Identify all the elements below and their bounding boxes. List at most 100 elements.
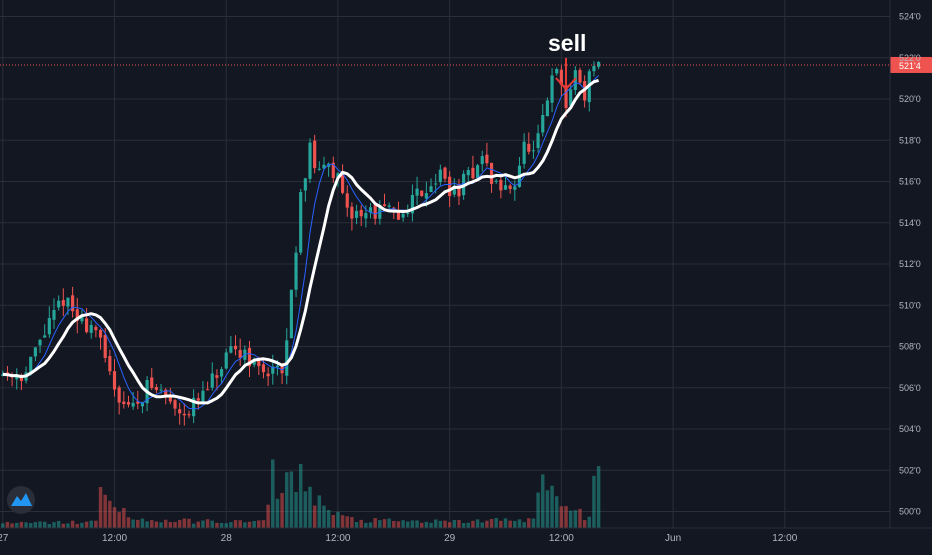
volume-bar-up [424, 521, 429, 528]
volume-bar-up [406, 521, 410, 528]
candle-body [476, 165, 480, 178]
volume-bar-down [10, 523, 14, 528]
candle-body [382, 204, 387, 206]
candle-body [308, 142, 312, 179]
candle-body [85, 318, 89, 333]
volume-bar-down [447, 522, 452, 528]
volume-bar-up [298, 464, 303, 528]
candle-body [150, 377, 154, 388]
candle-down [485, 142, 489, 167]
candle-up [192, 389, 196, 424]
candle-body [448, 176, 452, 197]
candle-body [159, 389, 163, 391]
volume-bar-up [466, 522, 471, 528]
candle-down [238, 338, 242, 367]
volume-bar-up [47, 524, 52, 528]
candle-up [33, 347, 37, 362]
candle-up [415, 176, 419, 205]
candle-body [280, 364, 284, 374]
volume-bar-down [257, 520, 261, 528]
candle-up [89, 320, 93, 339]
volume-bar-up [461, 523, 466, 528]
volume-bar-down [247, 521, 252, 528]
candle-up [480, 150, 484, 172]
candle-body [47, 318, 51, 335]
candle-body [233, 345, 238, 350]
candle-body [33, 347, 37, 357]
volume-bar-up [275, 498, 280, 528]
candle-up [429, 178, 433, 193]
candle-down [154, 384, 158, 394]
candle-down [94, 324, 98, 338]
candle-body [108, 356, 112, 372]
volume-bar-up [387, 518, 391, 528]
candle-down [261, 360, 266, 379]
volume-bar-down [61, 523, 66, 528]
volume-bar-up [410, 520, 415, 528]
time-tick-label: 12:00 [772, 533, 797, 544]
grid-layer [0, 0, 890, 528]
volume-bar-up [494, 518, 498, 528]
candle-down [382, 193, 387, 207]
volume-bar-down [5, 521, 10, 528]
candle-down [108, 349, 112, 376]
time-tick-label: 28 [221, 533, 233, 544]
candle-up [354, 204, 359, 225]
candle-down [247, 340, 252, 378]
candle-body [503, 185, 508, 190]
candle-body [140, 402, 145, 407]
volume-bar-up [191, 523, 196, 528]
volume-bar-up [294, 492, 298, 528]
time-tick-label: 29 [444, 533, 456, 544]
moving-average-slow-line [2, 78, 600, 405]
volume-bar-up [42, 521, 47, 528]
candle-body [336, 173, 340, 178]
volume-bar-up [475, 519, 480, 528]
price-tick-label: 516'0 [899, 177, 921, 187]
candle-body [192, 397, 196, 417]
candle-down [359, 205, 363, 227]
volume-bar-down [582, 520, 587, 528]
price-tick-label: 524'0 [899, 12, 921, 22]
candle-body [224, 352, 228, 369]
candle-body [38, 339, 42, 346]
candle-down [122, 391, 126, 409]
volume-bar-up [229, 522, 233, 528]
candle-body [164, 389, 168, 397]
candle-body [513, 186, 517, 190]
candle-body [592, 65, 596, 72]
candle-body [489, 162, 494, 184]
volume-bar-up [429, 522, 433, 528]
volume-bar-down [122, 508, 126, 528]
volume-bar-down [112, 507, 117, 528]
volume-bar-down [187, 518, 191, 528]
volume-bar-up [378, 520, 382, 528]
candle-body [89, 324, 93, 333]
tradingview-logo-icon[interactable] [7, 486, 35, 514]
volume-bar-up [289, 471, 294, 528]
candle-down [499, 173, 503, 199]
candle-body [471, 167, 475, 179]
candle-down [61, 288, 65, 317]
candle-up [401, 212, 405, 222]
volume-bar-up [592, 475, 596, 528]
candle-body [178, 409, 182, 414]
volume-bar-up [317, 495, 322, 528]
candle-body [559, 69, 563, 85]
candle-up [285, 328, 289, 385]
candle-body [122, 401, 126, 405]
volume-bar-down [196, 521, 201, 528]
candle-down [527, 132, 531, 155]
volume-bar-up [368, 522, 373, 528]
candle-body [201, 390, 205, 404]
candle-up [597, 61, 601, 70]
volume-bar-up [522, 522, 526, 528]
volume-bar-up [243, 522, 247, 528]
candle-body [443, 167, 447, 179]
volume-bar-up [38, 521, 42, 528]
candle-body [43, 335, 47, 338]
volume-bar-up [503, 518, 508, 528]
